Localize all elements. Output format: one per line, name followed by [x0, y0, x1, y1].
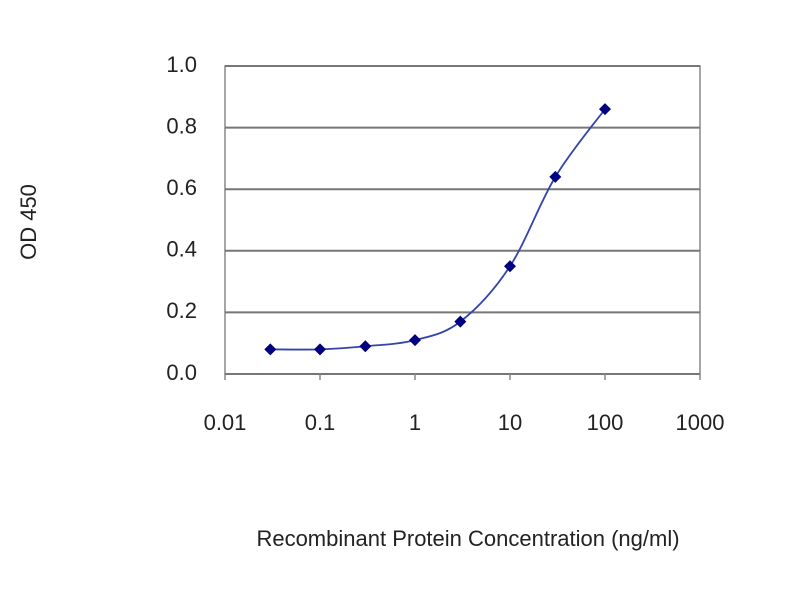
x-axis-label: Recombinant Protein Concentration (ng/ml… — [256, 526, 679, 551]
y-tick-label: 1.0 — [166, 52, 197, 77]
y-tick-label: 0.2 — [166, 298, 197, 323]
y-axis-label: OD 450 — [16, 184, 41, 260]
x-tick-label: 1 — [409, 410, 421, 435]
y-tick-label: 0.4 — [166, 237, 197, 262]
x-tick-label: 0.01 — [204, 410, 247, 435]
y-tick-label: 0.8 — [166, 113, 197, 138]
data-point — [409, 334, 421, 347]
x-tick-label: 10 — [498, 410, 522, 435]
data-point — [599, 103, 611, 116]
plot-area — [224, 65, 701, 375]
data-point — [454, 315, 467, 328]
data-point — [314, 343, 326, 356]
data-point — [549, 170, 562, 183]
y-tick-label: 0.6 — [166, 175, 197, 200]
y-tick-label: 0.0 — [166, 360, 197, 385]
data-point — [264, 343, 277, 356]
data-point — [359, 340, 372, 353]
x-tick-label: 0.1 — [305, 410, 336, 435]
x-tick-label: 100 — [587, 410, 624, 435]
x-tick-label: 1000 — [676, 410, 725, 435]
data-point — [504, 260, 516, 273]
